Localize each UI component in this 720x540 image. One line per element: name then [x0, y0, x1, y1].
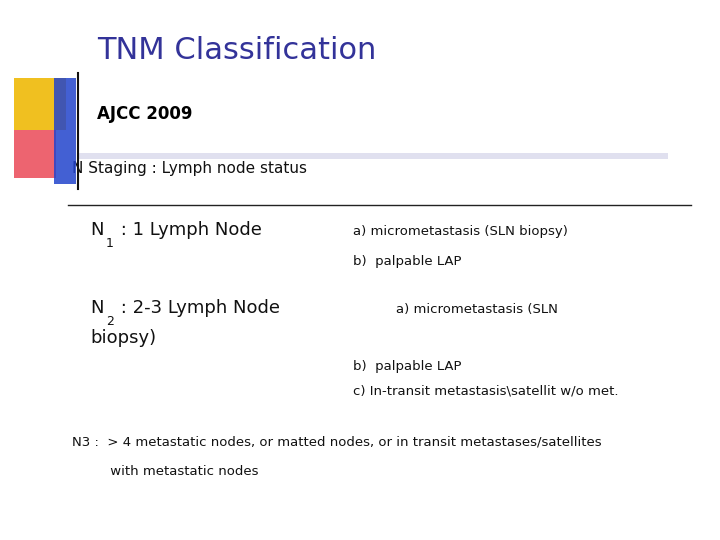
Text: 2: 2	[106, 315, 114, 328]
FancyBboxPatch shape	[78, 153, 668, 159]
FancyBboxPatch shape	[14, 130, 56, 178]
Text: with metastatic nodes: with metastatic nodes	[72, 465, 258, 478]
FancyBboxPatch shape	[14, 78, 66, 130]
Text: N Staging : Lymph node status: N Staging : Lymph node status	[72, 161, 307, 176]
Text: b)  palpable LAP: b) palpable LAP	[353, 254, 462, 268]
Text: 1: 1	[106, 237, 114, 250]
Text: : 2-3 Lymph Node: : 2-3 Lymph Node	[115, 299, 280, 317]
Text: N3 :  > 4 metastatic nodes, or matted nodes, or in transit metastases/satellites: N3 : > 4 metastatic nodes, or matted nod…	[72, 435, 602, 449]
FancyBboxPatch shape	[54, 78, 76, 184]
Text: b)  palpable LAP: b) palpable LAP	[353, 360, 462, 373]
Text: a) micrometastasis (SLN: a) micrometastasis (SLN	[396, 303, 558, 316]
Text: N: N	[90, 221, 104, 239]
Text: a) micrometastasis (SLN biopsy): a) micrometastasis (SLN biopsy)	[353, 225, 567, 238]
Text: N: N	[90, 299, 104, 317]
Text: TNM Classification: TNM Classification	[97, 36, 377, 65]
Text: c) In-transit metastasis\satellit w/o met.: c) In-transit metastasis\satellit w/o me…	[353, 384, 618, 397]
Text: biopsy): biopsy)	[90, 329, 156, 347]
Text: AJCC 2009: AJCC 2009	[97, 105, 193, 123]
Text: : 1 Lymph Node: : 1 Lymph Node	[115, 221, 262, 239]
